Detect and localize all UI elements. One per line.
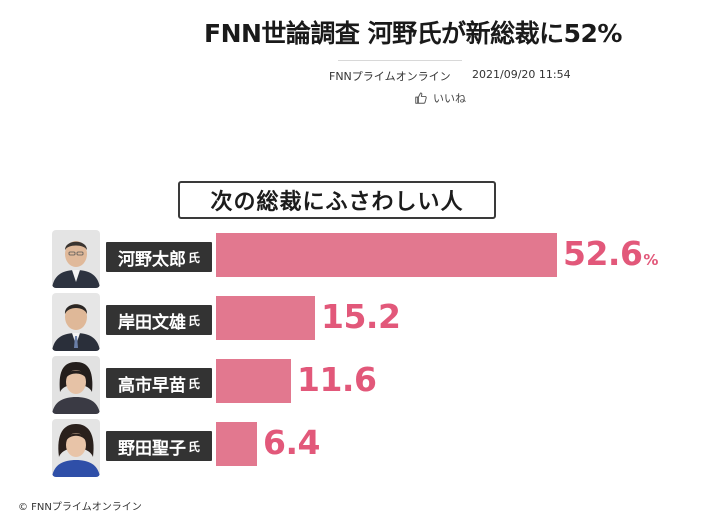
chart-row-1: 岸田文雄氏 15.2: [0, 291, 702, 351]
honorific-3: 氏: [187, 439, 200, 454]
honorific-2: 氏: [187, 376, 200, 391]
candidate-photo-kono: [52, 230, 100, 288]
candidate-photo-takaichi: [52, 356, 100, 414]
chart-row-2: 高市早苗氏 11.6: [0, 354, 702, 414]
value-label-2: 11.6: [297, 358, 377, 402]
value-text-0: 52.6: [563, 234, 643, 273]
poll-figure: 次の総裁にふさわしい人 河野太郎氏 52.6% 岸田文雄氏 15.2 高市早苗氏…: [0, 160, 702, 500]
bar-1: [216, 296, 315, 340]
meta-divider: [338, 60, 462, 61]
value-label-1: 15.2: [321, 295, 401, 339]
bar-0: [216, 233, 557, 277]
article-datetime: 2021/09/20 11:54: [472, 68, 571, 81]
chart-row-0: 河野太郎氏 52.6%: [0, 228, 702, 288]
category-name-3: 野田聖子: [117, 438, 186, 459]
like-button[interactable]: いいね: [414, 90, 466, 106]
article-title: FNN世論調査 河野氏が新総裁に52%: [204, 19, 622, 48]
value-text-1: 15.2: [321, 297, 401, 336]
value-text-2: 11.6: [297, 360, 377, 399]
category-label-0: 河野太郎氏: [106, 242, 212, 272]
category-label-3: 野田聖子氏: [106, 431, 212, 461]
candidate-photo-noda: [52, 419, 100, 477]
value-text-3: 6.4: [263, 423, 320, 462]
value-label-0: 52.6%: [563, 232, 658, 282]
category-label-1: 岸田文雄氏: [106, 305, 212, 335]
chart-title: 次の総裁にふさわしい人: [178, 181, 496, 219]
candidate-photo-kishida: [52, 293, 100, 351]
value-label-3: 6.4: [263, 421, 320, 465]
category-name-1: 岸田文雄: [117, 312, 186, 333]
like-label: いいね: [433, 92, 466, 105]
bar-3: [216, 422, 257, 466]
honorific-0: 氏: [187, 250, 200, 265]
honorific-1: 氏: [187, 313, 200, 328]
article-source[interactable]: FNNプライムオンライン: [329, 70, 451, 83]
value-unit: %: [643, 251, 658, 269]
thumbs-up-icon: [414, 91, 428, 105]
category-name-0: 河野太郎: [117, 249, 186, 270]
image-copyright: © FNNプライムオンライン: [18, 502, 142, 513]
bar-2: [216, 359, 291, 403]
category-label-2: 高市早苗氏: [106, 368, 212, 398]
chart-row-3: 野田聖子氏 6.4: [0, 417, 702, 477]
category-name-2: 高市早苗: [117, 375, 186, 396]
